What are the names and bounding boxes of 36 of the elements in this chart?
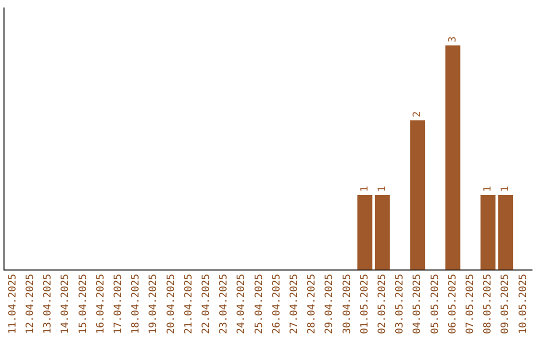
- data-label: 1: [482, 186, 494, 192]
- x-tick-label: 11.04.2025: [7, 274, 18, 334]
- x-tick-label: 21.04.2025: [183, 274, 194, 334]
- x-tick-label: 09.05.2025: [500, 274, 512, 334]
- x-tick-label: 28.04.2025: [306, 274, 318, 334]
- x-tick-label: 24.04.2025: [236, 274, 248, 334]
- x-tick-label: 01.05.2025: [359, 274, 370, 334]
- x-tick-label: 06.05.2025: [447, 274, 458, 334]
- x-tick-label: 27.04.2025: [288, 274, 300, 334]
- x-tick-label: 04.05.2025: [412, 274, 424, 334]
- x-tick-label: 07.05.2025: [464, 274, 476, 334]
- x-tick-label: 22.04.2025: [200, 274, 212, 334]
- x-tick-label: 16.04.2025: [95, 274, 106, 334]
- x-tick-label: 26.04.2025: [271, 274, 282, 334]
- data-label: 3: [447, 36, 458, 42]
- x-tick-label: 25.04.2025: [254, 274, 265, 334]
- data-label: 1: [500, 186, 512, 192]
- data-label: 2: [412, 111, 424, 118]
- x-tick-label: 30.04.2025: [342, 274, 353, 334]
- x-tick-label: 14.04.2025: [60, 274, 72, 334]
- data-label: 1: [359, 186, 370, 192]
- x-tick-label: 03.05.2025: [394, 274, 406, 334]
- x-tick-label: 20.04.2025: [166, 274, 177, 334]
- x-tick-label: 18.04.2025: [130, 274, 142, 334]
- x-tick-label: 02.05.2025: [376, 274, 388, 334]
- x-tick-label: 08.05.2025: [482, 274, 494, 334]
- x-tick-label: 12.04.2025: [24, 274, 36, 334]
- x-tick-label: 15.04.2025: [78, 274, 89, 334]
- x-tick-label: 10.05.2025: [518, 274, 529, 334]
- x-tick-label: 13.04.2025: [42, 274, 54, 334]
- data-label: 1: [376, 186, 388, 192]
- x-tick-label: 05.05.2025: [430, 274, 441, 334]
- x-tick-label: 17.04.2025: [112, 274, 124, 334]
- x-tick-label: 23.04.2025: [218, 274, 230, 334]
- x-tick-label: 19.04.2025: [148, 274, 160, 334]
- x-tick-label: 29.04.2025: [324, 274, 336, 334]
